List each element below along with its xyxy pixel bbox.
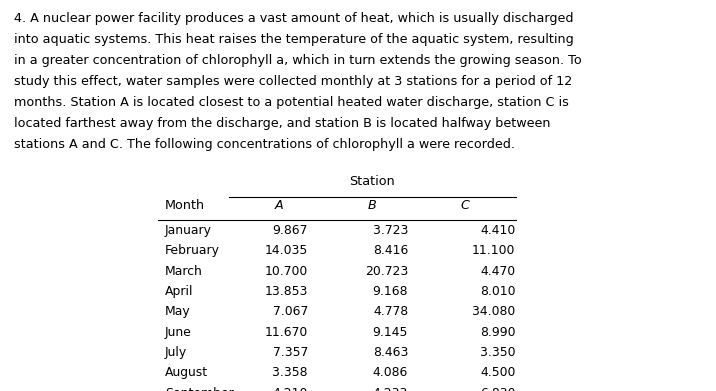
Text: 10.700: 10.700 xyxy=(265,265,308,278)
Text: September: September xyxy=(165,387,233,391)
Text: 11.670: 11.670 xyxy=(265,326,308,339)
Text: 9.145: 9.145 xyxy=(373,326,408,339)
Text: 4.086: 4.086 xyxy=(373,366,408,379)
Text: C: C xyxy=(461,199,470,212)
Text: study this effect, water samples were collected monthly at 3 stations for a peri: study this effect, water samples were co… xyxy=(14,75,573,88)
Text: 4.778: 4.778 xyxy=(373,305,408,318)
Text: 13.853: 13.853 xyxy=(264,285,308,298)
Text: 9.168: 9.168 xyxy=(372,285,408,298)
Text: 7.357: 7.357 xyxy=(273,346,308,359)
Text: 4.410: 4.410 xyxy=(480,224,516,237)
Text: May: May xyxy=(165,305,190,318)
Text: July: July xyxy=(165,346,187,359)
Text: B: B xyxy=(368,199,377,212)
Text: March: March xyxy=(165,265,203,278)
Text: 4.233: 4.233 xyxy=(373,387,408,391)
Text: Month: Month xyxy=(165,199,205,212)
Text: Station: Station xyxy=(349,175,395,188)
Text: April: April xyxy=(165,285,193,298)
Text: August: August xyxy=(165,366,208,379)
Text: 11.100: 11.100 xyxy=(472,244,516,257)
Text: 3.358: 3.358 xyxy=(272,366,308,379)
Text: 7.067: 7.067 xyxy=(273,305,308,318)
Text: 4.500: 4.500 xyxy=(480,366,516,379)
Text: 8.416: 8.416 xyxy=(373,244,408,257)
Text: 3.723: 3.723 xyxy=(373,224,408,237)
Text: stations A and C. The following concentrations of chlorophyll a were recorded.: stations A and C. The following concentr… xyxy=(14,138,516,151)
Text: in a greater concentration of chlorophyll a, which in turn extends the growing s: in a greater concentration of chlorophyl… xyxy=(14,54,582,67)
Text: June: June xyxy=(165,326,192,339)
Text: 8.010: 8.010 xyxy=(480,285,516,298)
Text: 3.350: 3.350 xyxy=(480,346,516,359)
Text: into aquatic systems. This heat raises the temperature of the aquatic system, re: into aquatic systems. This heat raises t… xyxy=(14,33,574,46)
Text: 4. A nuclear power facility produces a vast amount of heat, which is usually dis: 4. A nuclear power facility produces a v… xyxy=(14,12,574,25)
Text: 8.990: 8.990 xyxy=(480,326,516,339)
Text: located farthest away from the discharge, and station B is located halfway betwe: located farthest away from the discharge… xyxy=(14,117,551,130)
Text: 20.723: 20.723 xyxy=(365,265,408,278)
Text: 6.830: 6.830 xyxy=(480,387,516,391)
Text: 4.470: 4.470 xyxy=(480,265,516,278)
Text: 14.035: 14.035 xyxy=(265,244,308,257)
Text: A: A xyxy=(275,199,284,212)
Text: 34.080: 34.080 xyxy=(473,305,516,318)
Text: January: January xyxy=(165,224,212,237)
Text: 4.210: 4.210 xyxy=(273,387,308,391)
Text: 9.867: 9.867 xyxy=(273,224,308,237)
Text: February: February xyxy=(165,244,220,257)
Text: 8.463: 8.463 xyxy=(373,346,408,359)
Text: months. Station A is located closest to a potential heated water discharge, stat: months. Station A is located closest to … xyxy=(14,96,569,109)
